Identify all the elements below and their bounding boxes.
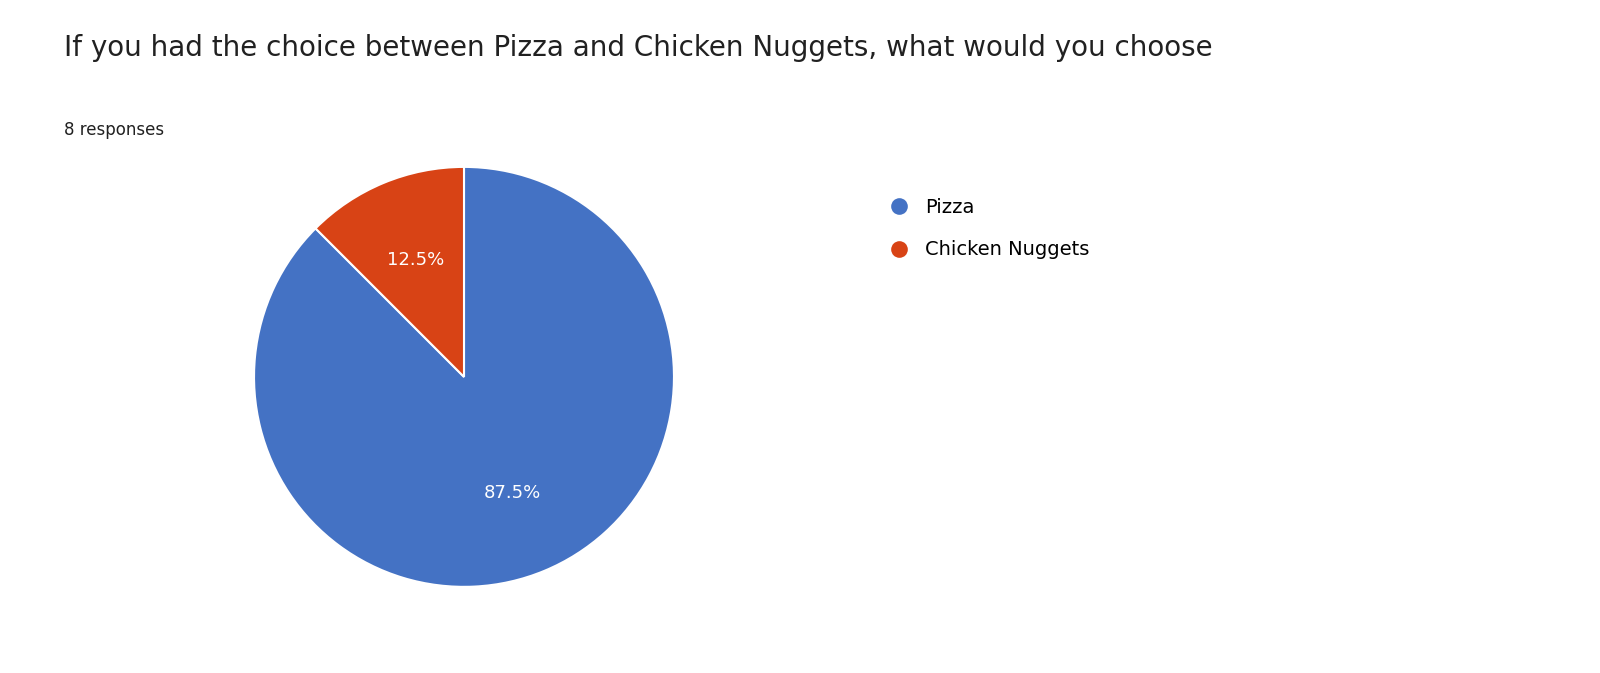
Wedge shape — [254, 167, 674, 587]
Wedge shape — [315, 167, 464, 377]
Text: 12.5%: 12.5% — [387, 252, 445, 269]
Legend: Pizza, Chicken Nuggets: Pizza, Chicken Nuggets — [890, 198, 1090, 260]
Text: 8 responses: 8 responses — [64, 121, 165, 139]
Text: 87.5%: 87.5% — [483, 485, 541, 502]
Text: If you had the choice between Pizza and Chicken Nuggets, what would you choose: If you had the choice between Pizza and … — [64, 34, 1213, 62]
